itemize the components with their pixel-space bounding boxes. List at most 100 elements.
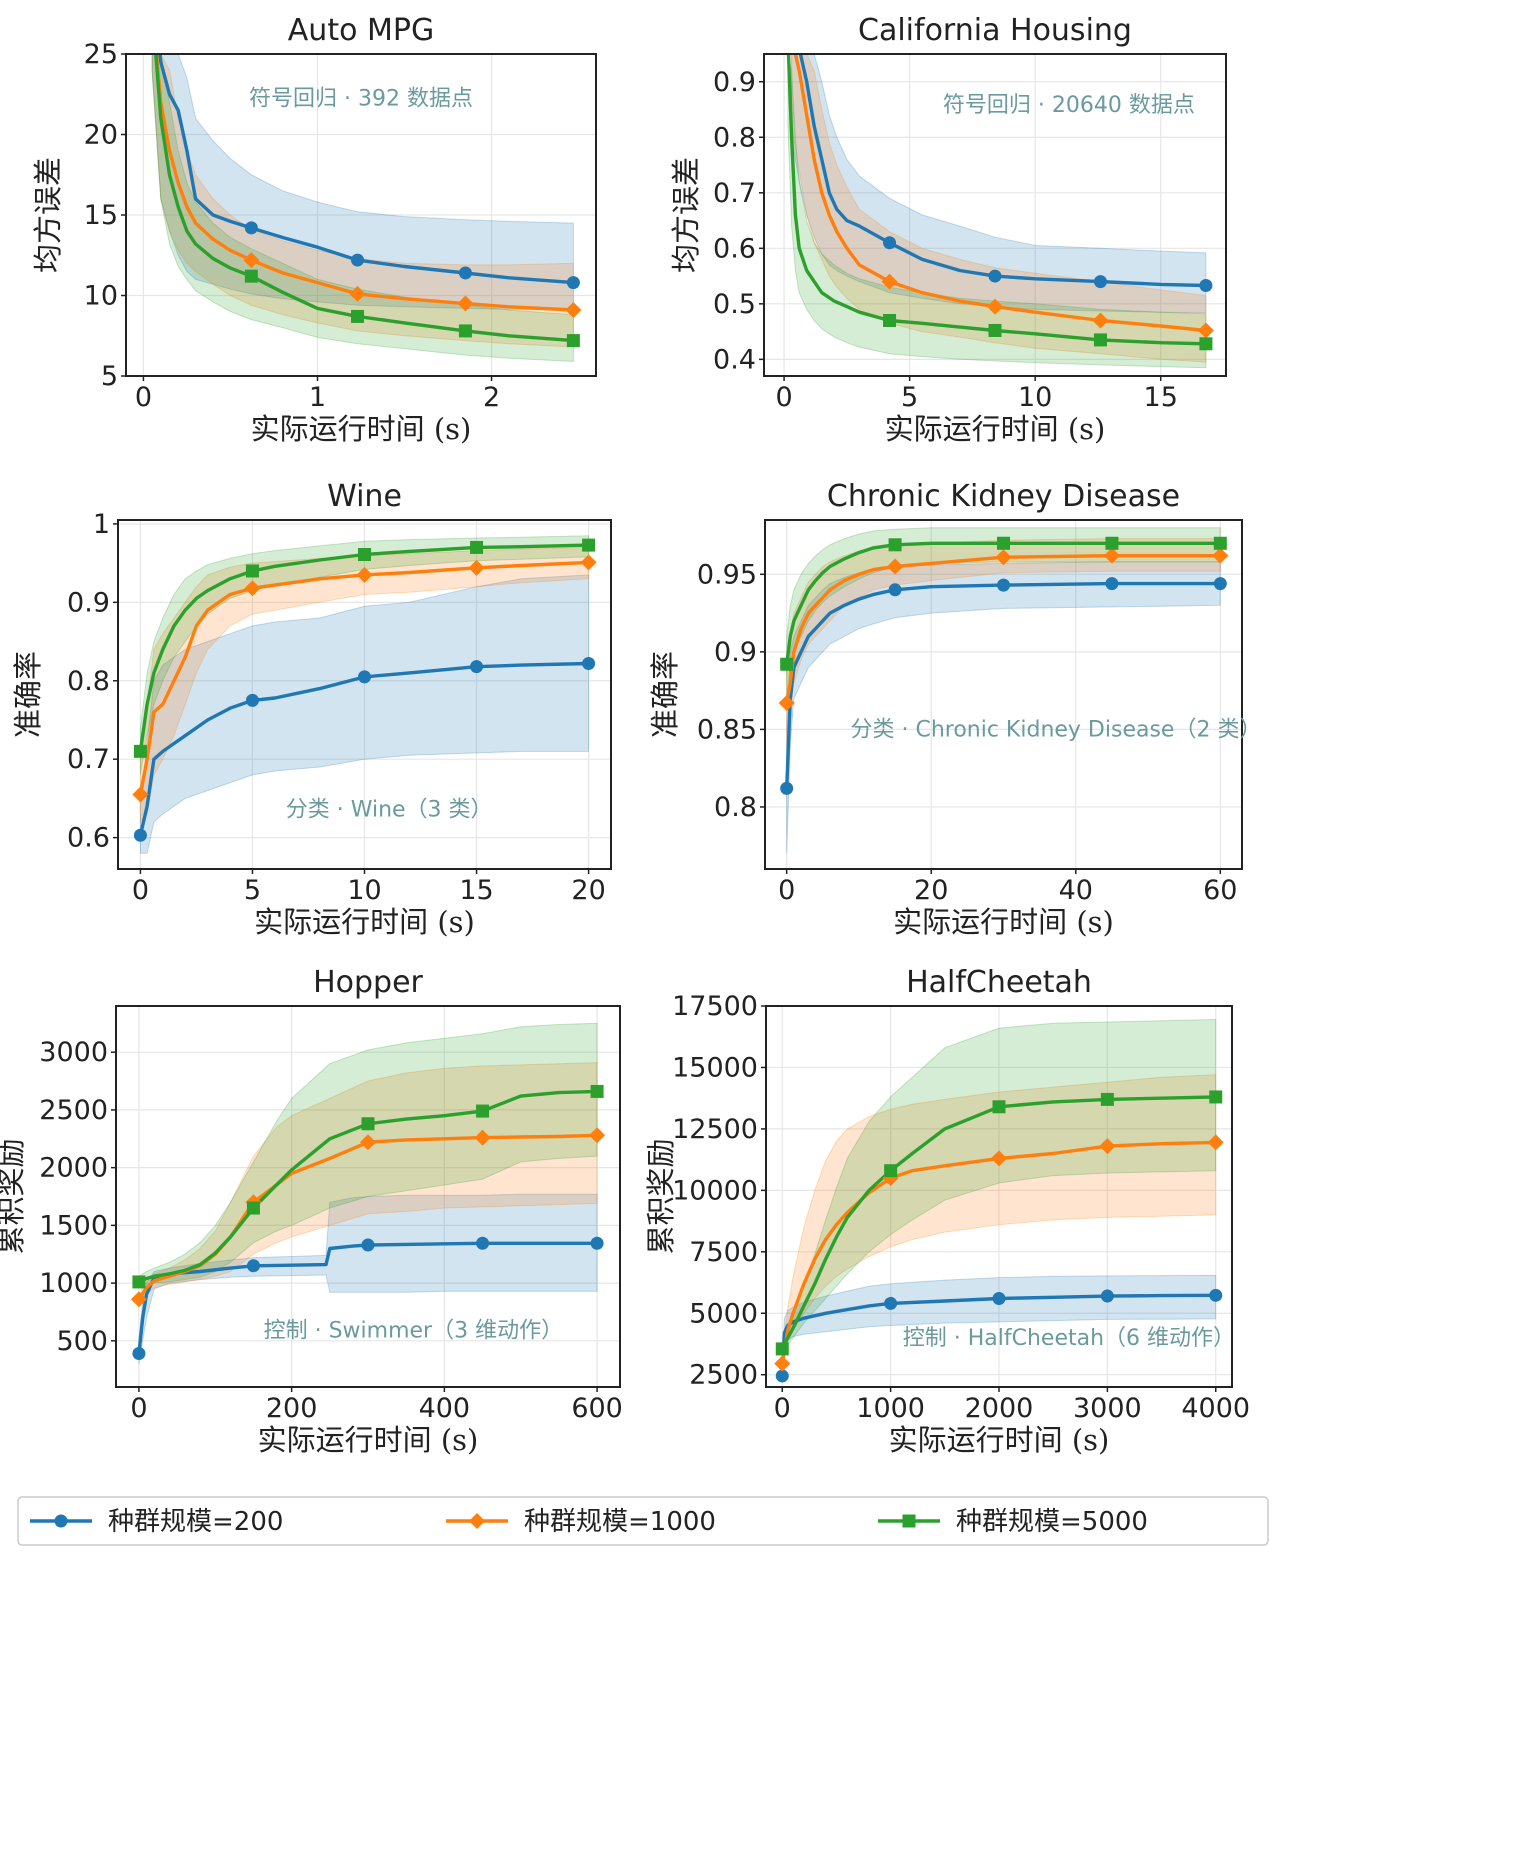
data-point-marker: [888, 583, 902, 597]
y-tick-label: 0.6: [67, 823, 110, 854]
chart-annotation: 分类 · Chronic Kidney Disease（2 类）: [850, 717, 1261, 742]
confidence-band-1: [786, 561, 1221, 854]
data-point-marker: [1207, 1134, 1224, 1151]
x-axis-label: 实际运行时间 (s): [889, 1423, 1110, 1457]
data-point-marker: [1197, 322, 1214, 339]
data-point-marker: [351, 253, 365, 267]
y-tick-label: 2000: [39, 1153, 108, 1184]
y-tick-label: 1: [93, 509, 110, 540]
x-tick-label: 60: [1203, 875, 1237, 906]
data-point-marker: [470, 660, 484, 674]
data-point-marker: [582, 657, 596, 671]
y-tick-label: 15000: [672, 1052, 758, 1083]
x-tick-label: 15: [1144, 382, 1178, 413]
data-point-marker: [246, 1201, 260, 1215]
plot-area: [138, 535, 590, 854]
data-point-marker: [1199, 337, 1213, 351]
data-point-marker: [883, 236, 897, 250]
x-tick-label: 0: [778, 875, 795, 906]
y-tick-label: 10: [84, 281, 118, 312]
data-point-marker: [1209, 1288, 1223, 1302]
data-point-marker: [246, 1259, 260, 1273]
y-axis-label: 准确率: [11, 651, 45, 738]
confidence-band-1: [139, 574, 590, 854]
y-tick-label: 0.95: [697, 559, 757, 590]
grid-lines: [116, 1006, 620, 1387]
x-tick-label: 400: [419, 1393, 471, 1424]
confidence-band-3: [151, 54, 574, 363]
confidence-band-1: [791, 54, 1207, 314]
data-point-marker: [582, 538, 596, 552]
x-axis-label: 实际运行时间 (s): [893, 905, 1114, 939]
plot-area: [137, 1022, 598, 1364]
plot-frame: [763, 53, 1227, 377]
confidence-band-1: [138, 1193, 598, 1364]
y-tick-label: 10000: [672, 1175, 758, 1206]
chart-annotation: 符号回归 · 392 数据点: [249, 87, 473, 112]
data-point-marker: [130, 1291, 147, 1308]
x-axis-label: 实际运行时间 (s): [251, 412, 472, 446]
data-point-marker: [358, 670, 371, 684]
confidence-band-2: [138, 1062, 598, 1308]
data-point-marker: [476, 1104, 490, 1118]
data-point-marker: [458, 324, 472, 338]
data-point-marker: [1100, 1092, 1114, 1106]
series-line-2: [785, 554, 1221, 704]
data-point-marker: [132, 786, 149, 803]
chart-title: HalfCheetah: [906, 965, 1092, 1000]
y-axis-label: 均方误差: [669, 157, 703, 273]
series-line-2: [793, 54, 1207, 333]
data-point-marker: [566, 334, 580, 348]
x-tick-label: 10: [347, 875, 381, 906]
y-tick-label: 0.5: [713, 289, 756, 320]
y-tick-label: 0.6: [713, 233, 756, 264]
data-point-marker: [884, 1296, 898, 1310]
data-point-marker: [244, 580, 261, 597]
x-tick-label: 2: [483, 382, 500, 413]
data-point-marker: [590, 1236, 604, 1250]
chart-title: Wine: [327, 479, 402, 514]
data-point-marker: [133, 744, 147, 758]
x-tick-label: 1000: [856, 1393, 925, 1424]
series-line-1: [785, 581, 1221, 789]
legend-item-2: 种群规模=1000: [446, 1507, 716, 1537]
chart-title: Chronic Kidney Disease: [827, 479, 1180, 514]
y-tick-label: 5000: [689, 1298, 758, 1329]
legend-label: 种群规模=1000: [524, 1507, 716, 1537]
chart-panel-4: 0 20 40 60 0.8 0.85 0.9 0.95 Chronic Kidney Dise…: [648, 479, 1261, 939]
series-line-1: [798, 54, 1206, 288]
data-point-marker: [590, 1084, 604, 1098]
y-tick-label: 5: [101, 361, 118, 392]
data-point-marker: [349, 285, 366, 302]
data-point-marker: [991, 1150, 1007, 1167]
plot-area: [785, 527, 1221, 854]
data-point-marker: [565, 301, 582, 318]
data-point-marker: [132, 1275, 146, 1289]
legend-box: [17, 1496, 1269, 1546]
y-tick-label: 15: [84, 200, 118, 231]
chart-title: Hopper: [313, 965, 423, 1000]
y-tick-label: 12500: [672, 1114, 758, 1145]
data-point-marker: [992, 1100, 1006, 1114]
y-tick-label: 0.8: [714, 792, 757, 823]
data-point-marker: [468, 559, 485, 576]
x-axis-label: 实际运行时间 (s): [885, 412, 1106, 446]
chart-panel-6: 0 1000 2000 3000 4000 2500 5000 7500 10000 12500 1…: [644, 965, 1250, 1457]
legend-label: 种群规模=200: [108, 1507, 283, 1537]
data-point-marker: [243, 252, 260, 269]
data-point-marker: [887, 558, 904, 575]
legend-marker: [902, 1514, 916, 1528]
x-tick-label: 0: [135, 382, 152, 413]
y-tick-label: 0.9: [67, 587, 110, 618]
data-point-marker: [988, 269, 1002, 283]
x-tick-label: 0: [774, 1393, 791, 1424]
data-point-marker: [1213, 536, 1227, 550]
y-tick-label: 7500: [689, 1237, 758, 1268]
y-tick-label: 2500: [39, 1095, 108, 1126]
data-point-marker: [774, 1355, 791, 1372]
series-line-3: [785, 541, 1221, 665]
y-tick-label: 0.7: [67, 744, 110, 775]
confidence-band-2: [786, 538, 1221, 745]
